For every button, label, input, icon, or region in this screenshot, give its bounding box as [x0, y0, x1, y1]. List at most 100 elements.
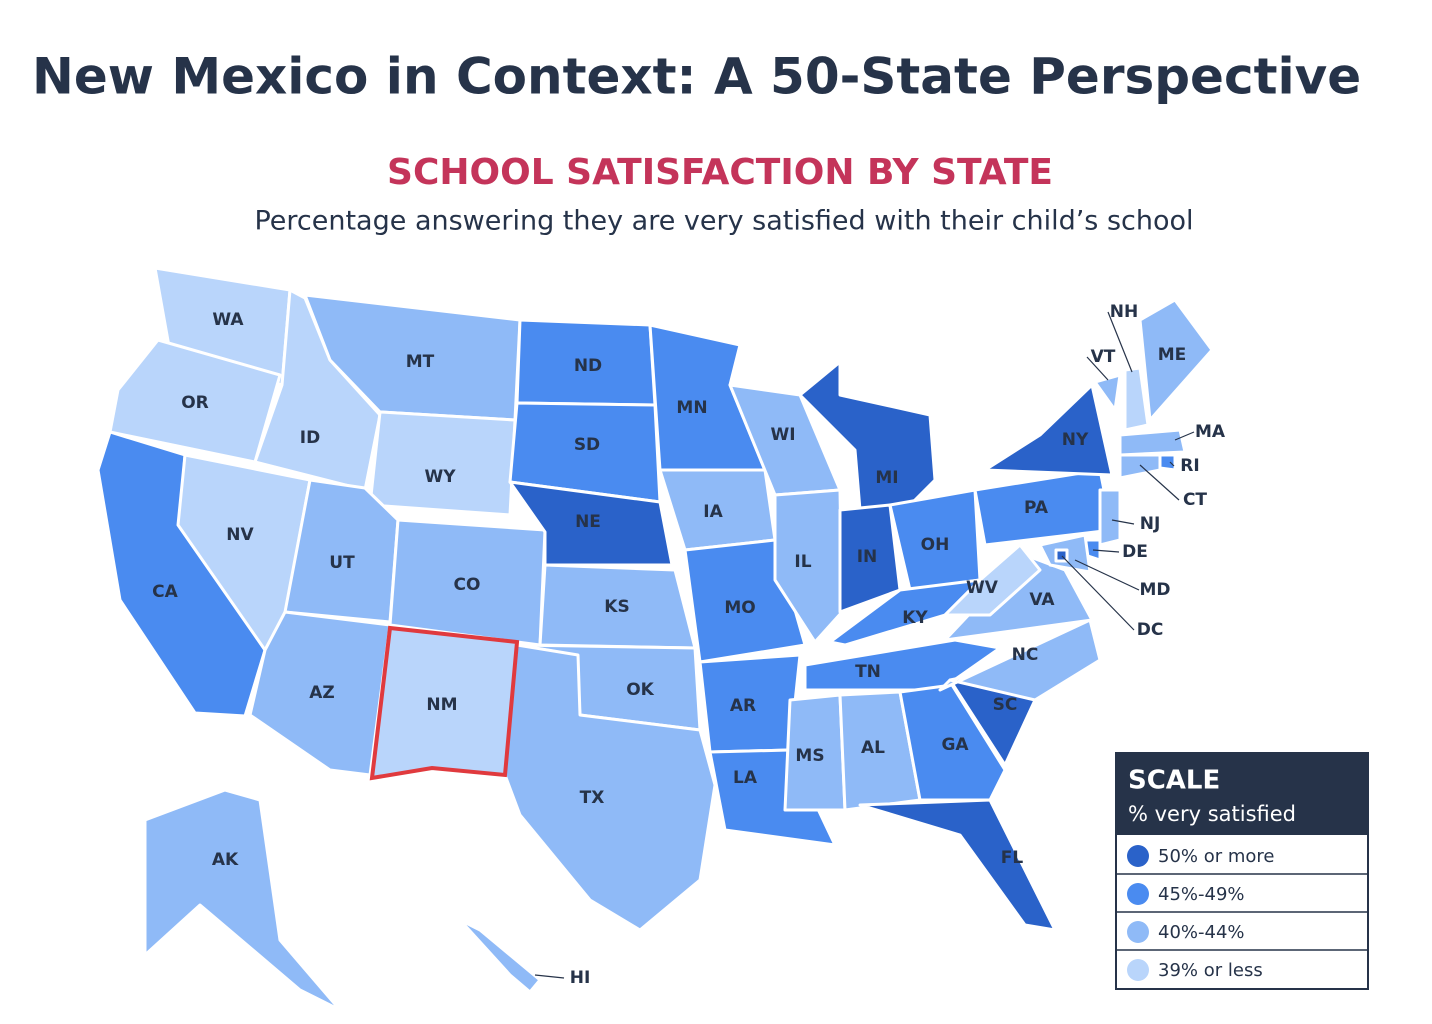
- state-label: MT: [406, 352, 435, 372]
- state-label: WV: [966, 578, 999, 598]
- state: [508, 480, 674, 567]
- legend-swatch: [1127, 845, 1149, 867]
- state-label: ID: [300, 428, 320, 448]
- state-label: GA: [941, 735, 969, 755]
- state: [368, 410, 517, 517]
- state: [943, 543, 1042, 617]
- leader-line: [1074, 559, 1140, 591]
- state-label: UT: [329, 553, 355, 573]
- state-label: NE: [575, 512, 601, 532]
- state: [803, 638, 1002, 692]
- state-label: FL: [1001, 848, 1024, 868]
- state-label: IN: [857, 547, 878, 567]
- state-label: HI: [570, 968, 591, 988]
- states: [96, 266, 1214, 1012]
- state-label: MN: [676, 398, 707, 418]
- state: [1138, 298, 1214, 422]
- legend-swatch: [1127, 883, 1149, 905]
- state-label: TX: [580, 788, 605, 808]
- state-label: AK: [212, 850, 239, 870]
- leader-line: [1139, 464, 1180, 501]
- state: [1093, 373, 1122, 412]
- state: [248, 610, 392, 777]
- page-title: New Mexico in Context: A 50-State Perspe…: [32, 48, 1361, 106]
- state-label: TN: [855, 662, 881, 682]
- state-label: IA: [703, 502, 723, 522]
- legend-subtitle: % very satisfied: [1128, 802, 1296, 826]
- state-label: MO: [724, 598, 755, 618]
- state-label: LA: [733, 768, 758, 788]
- state-label: VA: [1029, 590, 1055, 610]
- state-label: WA: [212, 310, 244, 330]
- state-label: NJ: [1140, 514, 1161, 534]
- state-label: CT: [1183, 490, 1207, 510]
- state-label: DC: [1137, 620, 1164, 640]
- leader-line: [1086, 356, 1109, 381]
- state: [858, 798, 1057, 932]
- legend-label: 40%-44%: [1158, 922, 1245, 943]
- state-label: KS: [604, 597, 629, 617]
- leader-line: [1169, 461, 1175, 467]
- leader-line: [1174, 431, 1195, 441]
- state-label: MA: [1195, 422, 1226, 442]
- state-label: WI: [770, 425, 795, 445]
- state-label: IL: [794, 552, 811, 572]
- state: [938, 618, 1102, 702]
- state-label: NH: [1110, 302, 1138, 322]
- state-label: NY: [1062, 430, 1089, 450]
- legend-swatch: [1127, 921, 1149, 943]
- state-label: DE: [1122, 542, 1148, 562]
- legend-header: [1116, 753, 1368, 835]
- leader-line: [1061, 555, 1135, 631]
- state: [708, 748, 837, 847]
- state-label: AZ: [309, 683, 334, 703]
- legend-label: 39% or less: [1158, 960, 1263, 981]
- state-label: NM: [426, 695, 457, 715]
- state-label: WY: [424, 467, 456, 487]
- state: [1158, 453, 1177, 472]
- state-label: SD: [574, 435, 600, 455]
- state-label: MI: [875, 468, 898, 488]
- state-label: AL: [861, 738, 885, 758]
- legend: SCALE % very satisfied 50% or more 45%-49…: [1115, 752, 1369, 990]
- leader-line: [1107, 311, 1133, 373]
- leader-line: [1092, 549, 1120, 553]
- state-label: CO: [454, 575, 481, 595]
- state-label: RI: [1180, 456, 1199, 476]
- state-label: SC: [993, 695, 1018, 715]
- state: [143, 788, 342, 1012]
- state-label: OH: [921, 535, 950, 555]
- legend-label: 50% or more: [1158, 846, 1275, 867]
- state: [1118, 453, 1162, 480]
- leader-line: [534, 974, 565, 979]
- state-label: NV: [226, 525, 254, 545]
- state-labels: WA OR CA NV ID MT WY UT CO AZ NM ND SD NE KS OK TX MN IA MO…: [152, 302, 1226, 988]
- map-subtitle: Percentage answering they are very satis…: [254, 206, 1193, 237]
- state-label: PA: [1024, 498, 1049, 518]
- state: [773, 488, 844, 644]
- state: [983, 383, 1114, 477]
- legend-swatch: [1127, 959, 1149, 981]
- state: [458, 918, 542, 994]
- state-label: NC: [1012, 645, 1039, 665]
- state-label: CA: [152, 582, 178, 602]
- state: [1118, 428, 1187, 457]
- state-label: MS: [795, 746, 824, 766]
- state-label: OR: [181, 393, 209, 413]
- state-label: ND: [574, 356, 602, 376]
- highlight-outline: [369, 625, 520, 781]
- state: [1123, 366, 1150, 432]
- leader-line: [1111, 519, 1135, 525]
- legend-label: 45%-49%: [1158, 884, 1245, 905]
- state-label: OK: [626, 680, 654, 700]
- legend-title: SCALE: [1128, 766, 1220, 796]
- state-label: AR: [730, 696, 756, 716]
- state-label: KY: [902, 608, 928, 628]
- state-label: ME: [1158, 345, 1187, 365]
- map-title: SCHOOL SATISFACTION BY STATE: [387, 152, 1053, 193]
- state: [108, 338, 282, 464]
- state: [1098, 488, 1122, 547]
- state-label: MD: [1139, 580, 1170, 600]
- state-label: VT: [1091, 347, 1116, 367]
